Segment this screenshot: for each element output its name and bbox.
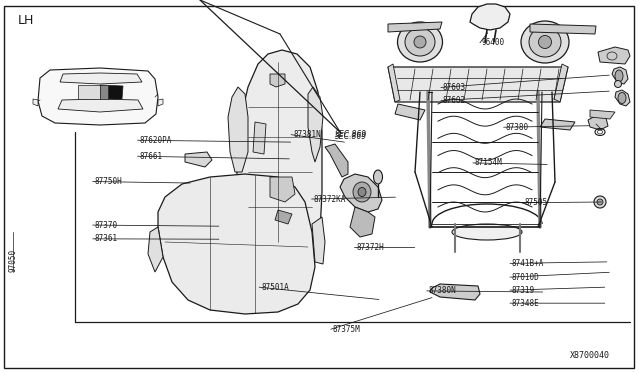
Polygon shape	[395, 104, 425, 120]
Polygon shape	[588, 115, 608, 130]
Text: 87603: 87603	[443, 83, 466, 92]
Text: 8741B+A: 8741B+A	[512, 259, 545, 268]
Text: 87375M: 87375M	[333, 325, 360, 334]
Polygon shape	[312, 217, 325, 264]
Text: 87750H: 87750H	[95, 177, 122, 186]
Polygon shape	[38, 68, 158, 125]
Polygon shape	[308, 87, 323, 162]
Ellipse shape	[618, 93, 626, 103]
Polygon shape	[540, 119, 575, 130]
Ellipse shape	[597, 199, 603, 205]
Text: 87661: 87661	[140, 152, 163, 161]
Text: 87501A: 87501A	[261, 283, 289, 292]
Polygon shape	[388, 64, 400, 102]
Polygon shape	[615, 90, 630, 106]
Text: 87380: 87380	[506, 123, 529, 132]
Ellipse shape	[538, 35, 552, 48]
Polygon shape	[388, 22, 442, 32]
Polygon shape	[148, 227, 163, 272]
Ellipse shape	[397, 22, 442, 62]
Ellipse shape	[594, 196, 606, 208]
Polygon shape	[350, 207, 375, 237]
Polygon shape	[270, 177, 295, 202]
Polygon shape	[270, 74, 285, 87]
Text: SEC.869: SEC.869	[335, 129, 367, 138]
Polygon shape	[260, 236, 308, 270]
Ellipse shape	[615, 70, 623, 82]
Ellipse shape	[614, 80, 621, 87]
Ellipse shape	[405, 28, 435, 56]
Polygon shape	[530, 24, 596, 34]
Text: SEC.869: SEC.869	[335, 131, 367, 141]
Polygon shape	[430, 284, 480, 300]
Polygon shape	[598, 47, 630, 64]
Polygon shape	[275, 210, 292, 224]
Polygon shape	[100, 85, 123, 99]
Text: 96400: 96400	[482, 38, 505, 47]
Polygon shape	[33, 99, 38, 106]
Polygon shape	[590, 110, 615, 119]
Text: 87505: 87505	[525, 198, 548, 207]
Polygon shape	[185, 152, 212, 167]
Polygon shape	[388, 67, 568, 102]
Text: 87348E: 87348E	[512, 299, 540, 308]
Text: 87381N: 87381N	[293, 130, 321, 139]
Text: 87154M: 87154M	[475, 158, 502, 167]
Polygon shape	[78, 85, 100, 99]
Text: X8700040: X8700040	[570, 351, 610, 360]
Polygon shape	[325, 144, 348, 177]
Text: LH: LH	[18, 14, 35, 27]
Polygon shape	[554, 64, 568, 102]
Text: 87361: 87361	[95, 234, 118, 243]
Ellipse shape	[353, 182, 371, 202]
Polygon shape	[235, 50, 322, 247]
Text: 87620PA: 87620PA	[140, 136, 172, 145]
Text: 97050: 97050	[8, 249, 17, 272]
Polygon shape	[60, 73, 142, 84]
Text: 87372KA: 87372KA	[314, 195, 346, 203]
Ellipse shape	[358, 187, 366, 196]
Polygon shape	[228, 87, 248, 172]
Text: 87372H: 87372H	[356, 243, 384, 252]
Polygon shape	[100, 85, 108, 99]
Text: 87380N: 87380N	[429, 286, 456, 295]
Polygon shape	[340, 174, 382, 212]
Ellipse shape	[452, 224, 522, 240]
Ellipse shape	[529, 27, 561, 57]
Text: 87370: 87370	[95, 221, 118, 230]
Text: 87602: 87602	[443, 96, 466, 105]
Ellipse shape	[414, 36, 426, 48]
Polygon shape	[470, 4, 510, 30]
Ellipse shape	[374, 170, 383, 184]
Text: 87010D: 87010D	[512, 273, 540, 282]
Polygon shape	[158, 174, 315, 314]
Text: 87319: 87319	[512, 286, 535, 295]
Polygon shape	[158, 99, 163, 106]
Ellipse shape	[521, 21, 569, 63]
Polygon shape	[612, 67, 628, 84]
Polygon shape	[58, 99, 143, 112]
Polygon shape	[253, 122, 266, 154]
